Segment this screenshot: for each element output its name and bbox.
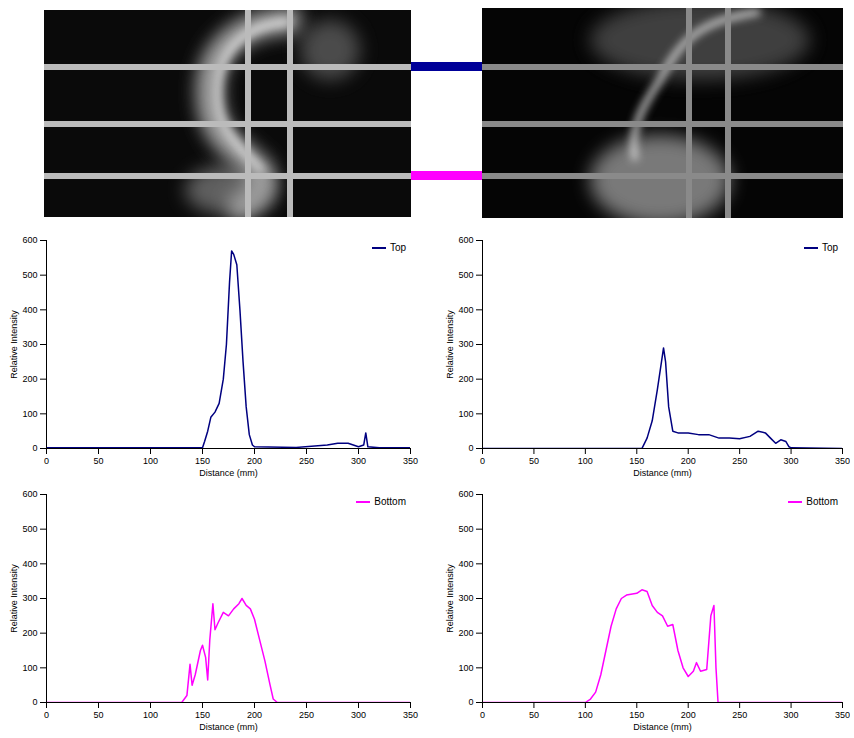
svg-text:50: 50 [93, 710, 103, 720]
html-text:Top: Top [821, 242, 838, 253]
svg-text:600: 600 [458, 489, 473, 499]
svg-text:200: 200 [247, 456, 262, 466]
svg-text:0: 0 [480, 456, 485, 466]
svg-text:100: 100 [578, 456, 593, 466]
svg-text:400: 400 [22, 305, 37, 315]
svg-text:500: 500 [22, 270, 37, 280]
html-text:Top: Top [389, 242, 406, 253]
svg-text:0: 0 [32, 697, 37, 707]
svg-text:300: 300 [351, 710, 366, 720]
svg-text:300: 300 [784, 456, 799, 466]
svg-text:100: 100 [22, 663, 37, 673]
svg-text:Relative Intensity: Relative Intensity [445, 564, 455, 633]
svg-text:100: 100 [143, 710, 158, 720]
svg-text:250: 250 [732, 710, 747, 720]
svg-text:Distance (mm): Distance (mm) [633, 722, 692, 732]
svg-text:300: 300 [784, 710, 799, 720]
svg-text:50: 50 [529, 456, 539, 466]
svg-text:0: 0 [44, 456, 49, 466]
svg-text:600: 600 [22, 235, 37, 245]
svg-text:250: 250 [732, 456, 747, 466]
svg-text:Distance (mm): Distance (mm) [199, 468, 258, 478]
svg-text:200: 200 [22, 628, 37, 638]
svg-text:350: 350 [835, 710, 850, 720]
svg-text:100: 100 [458, 409, 473, 419]
svg-text:500: 500 [22, 524, 37, 534]
svg-text:0: 0 [480, 710, 485, 720]
svg-text:100: 100 [143, 456, 158, 466]
svg-text:0: 0 [468, 697, 473, 707]
svg-text:300: 300 [458, 593, 473, 603]
svg-text:Distance (mm): Distance (mm) [199, 722, 258, 732]
html-text:Bottom: Bottom [806, 496, 838, 507]
svg-text:350: 350 [835, 456, 850, 466]
svg-text:100: 100 [578, 710, 593, 720]
svg-text:200: 200 [22, 374, 37, 384]
svg-text:Relative Intensity: Relative Intensity [9, 564, 19, 633]
svg-text:300: 300 [458, 339, 473, 349]
svg-text:600: 600 [22, 489, 37, 499]
svg-text:250: 250 [299, 456, 314, 466]
svg-text:400: 400 [22, 559, 37, 569]
svg-text:0: 0 [468, 443, 473, 453]
svg-text:150: 150 [195, 456, 210, 466]
svg-text:150: 150 [629, 456, 644, 466]
svg-text:Distance (mm): Distance (mm) [633, 468, 692, 478]
svg-text:350: 350 [403, 710, 418, 720]
svg-text:350: 350 [403, 456, 418, 466]
svg-text:0: 0 [32, 443, 37, 453]
svg-text:150: 150 [195, 710, 210, 720]
svg-text:100: 100 [22, 409, 37, 419]
svg-text:300: 300 [22, 593, 37, 603]
svg-text:250: 250 [299, 710, 314, 720]
svg-text:Relative Intensity: Relative Intensity [445, 310, 455, 379]
svg-text:500: 500 [458, 270, 473, 280]
svg-text:200: 200 [681, 456, 696, 466]
svg-text:400: 400 [458, 305, 473, 315]
svg-text:50: 50 [529, 710, 539, 720]
svg-text:300: 300 [22, 339, 37, 349]
svg-text:50: 50 [93, 456, 103, 466]
html-text:Bottom: Bottom [374, 496, 406, 507]
svg-text:500: 500 [458, 524, 473, 534]
svg-text:100: 100 [458, 663, 473, 673]
svg-text:400: 400 [458, 559, 473, 569]
svg-text:200: 200 [681, 710, 696, 720]
svg-text:150: 150 [629, 710, 644, 720]
svg-text:600: 600 [458, 235, 473, 245]
svg-text:300: 300 [351, 456, 366, 466]
svg-text:0: 0 [44, 710, 49, 720]
svg-text:200: 200 [247, 710, 262, 720]
svg-text:200: 200 [458, 374, 473, 384]
svg-text:200: 200 [458, 628, 473, 638]
svg-text:Relative Intensity: Relative Intensity [9, 310, 19, 379]
